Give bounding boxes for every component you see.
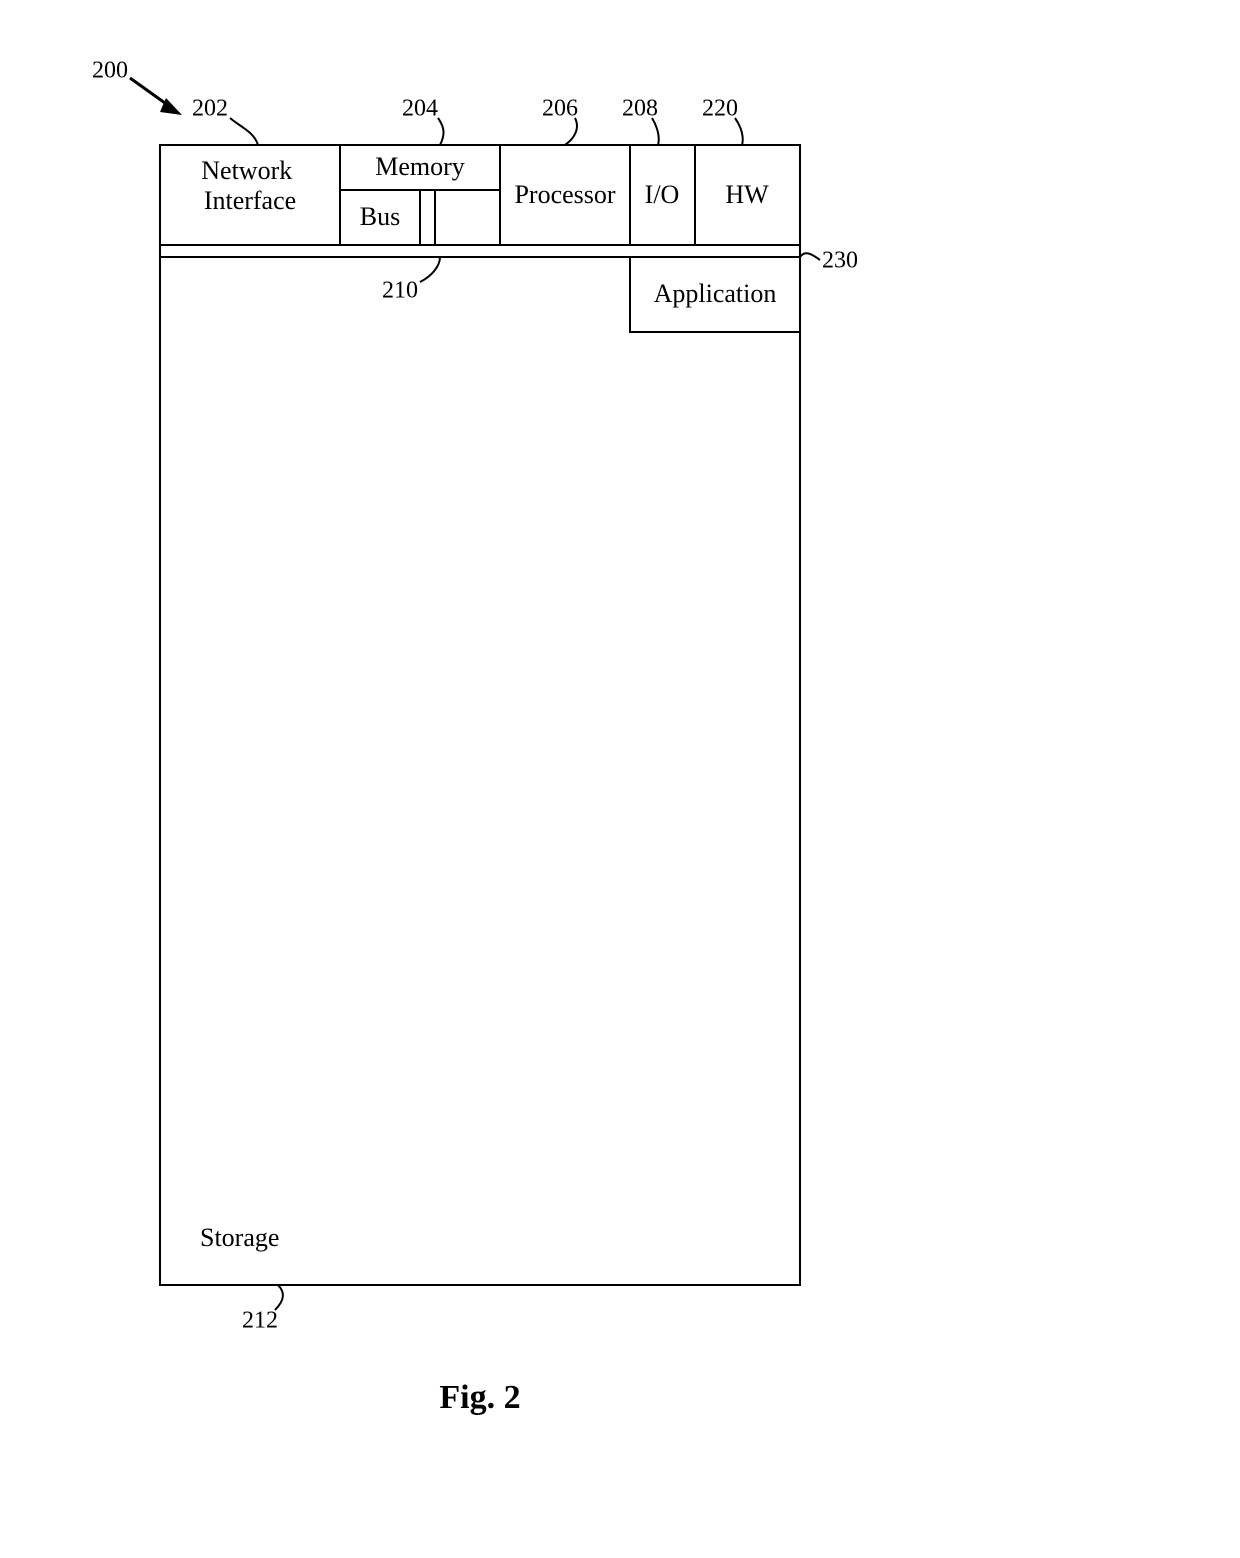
ref-220: 220	[702, 96, 738, 122]
label-memory: Memory	[375, 152, 465, 181]
ref-210: 210	[382, 278, 418, 304]
ref-200: 200	[92, 58, 128, 84]
ref-212: 212	[242, 1308, 278, 1334]
ref-230: 230	[822, 248, 858, 274]
label-io: I/O	[645, 180, 680, 209]
label-storage: Storage	[200, 1223, 279, 1252]
leader-210	[420, 257, 440, 282]
label-network-interface-l2: Interface	[204, 186, 296, 215]
ref-204: 204	[402, 96, 438, 122]
leader-204	[438, 118, 444, 145]
block-storage	[160, 257, 800, 1285]
block-bus-gap	[420, 190, 435, 245]
leader-202	[230, 118, 258, 145]
ref-208: 208	[622, 96, 658, 122]
ref-206: 206	[542, 96, 578, 122]
leader-208	[652, 118, 659, 145]
leader-230	[800, 253, 820, 260]
system-block-diagram: 200 202 204 206 208 220 Network Interfac…	[0, 0, 1240, 1558]
label-network-interface-l1: Network	[201, 156, 292, 185]
block-spacer	[160, 245, 800, 257]
label-network-interface: Network Interface	[201, 156, 298, 215]
figure-caption: Fig. 2	[439, 1379, 520, 1416]
label-bus: Bus	[360, 202, 400, 231]
leader-212	[275, 1285, 283, 1310]
label-application: Application	[654, 279, 777, 308]
label-processor: Processor	[514, 180, 615, 209]
ref-202: 202	[192, 96, 228, 122]
leader-206	[565, 118, 577, 145]
block-bus-rest	[435, 190, 500, 245]
label-hw: HW	[725, 180, 769, 209]
leader-220	[735, 118, 743, 145]
